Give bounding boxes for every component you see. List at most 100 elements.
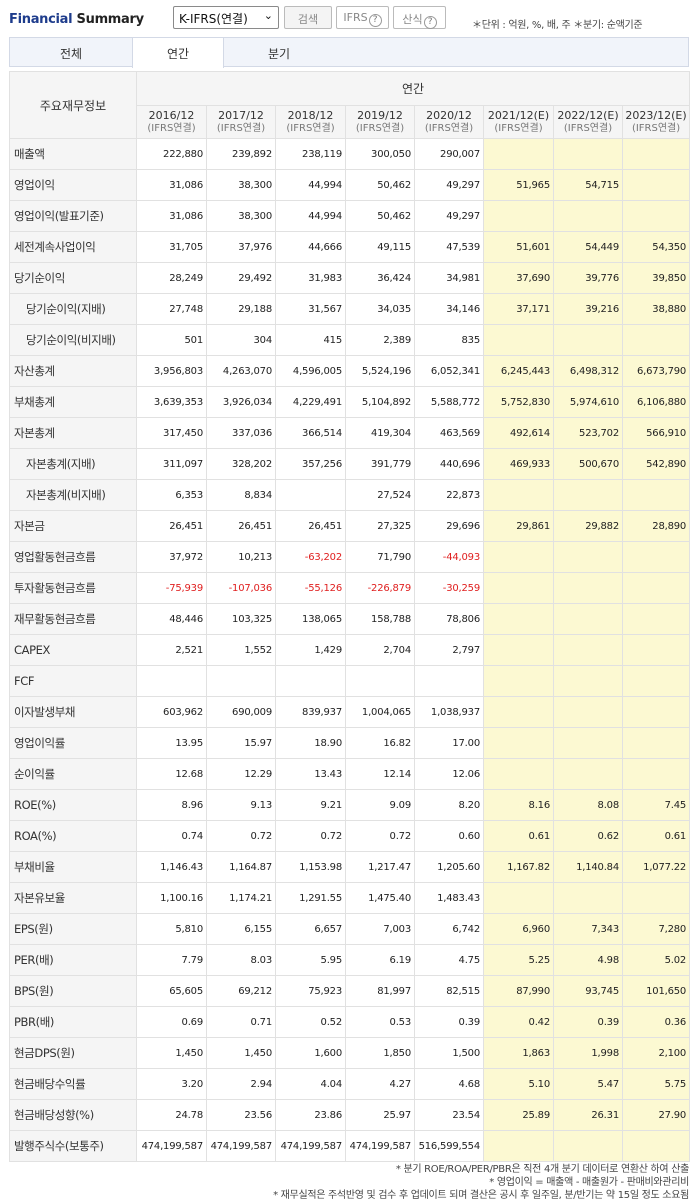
table-cell: 5.47 [553, 1068, 623, 1100]
table-cell: 25.97 [345, 1099, 415, 1131]
column-header-period: 2021/12(E) (IFRS연결) [483, 105, 554, 139]
table-row: 영업이익(발표기준) 31,086 38,300 44,994 50,462 49,297 [9, 200, 691, 232]
table-cell: 48,446 [136, 603, 207, 635]
table-cell: 27,325 [345, 510, 415, 542]
ifrs-help-button[interactable]: IFRS? [336, 6, 389, 29]
row-label: 매출액 [9, 138, 137, 170]
row-label: 자본총계 [9, 417, 137, 449]
table-cell: -226,879 [345, 572, 415, 604]
table-cell: 6,245,443 [483, 355, 554, 387]
table-cell: 5.75 [621, 1068, 691, 1100]
table-cell: 0.42 [483, 1006, 554, 1038]
table-cell: 304 [206, 324, 276, 356]
footnotes: * 분기 ROE/ROA/PER/PBR은 직전 4개 분기 데이터로 연환산 … [273, 1163, 689, 1202]
table-cell [553, 665, 623, 697]
table-cell: 1,450 [136, 1037, 207, 1069]
period-label: 2019/12 [357, 109, 403, 122]
table-cell: 2.94 [206, 1068, 276, 1100]
table-cell: 28,890 [621, 510, 691, 542]
table-cell [621, 541, 691, 573]
table-cell: 1,174.21 [206, 882, 276, 914]
table-cell: 23.56 [206, 1099, 276, 1131]
row-label: 부채비율 [9, 851, 137, 883]
table-cell [345, 665, 415, 697]
table-cell: 26,451 [206, 510, 276, 542]
table-cell: 2,521 [136, 634, 207, 666]
table-cell [553, 200, 623, 232]
table-cell: 1,850 [345, 1037, 415, 1069]
table-cell: 31,705 [136, 231, 207, 263]
table-cell: 6,657 [275, 913, 346, 945]
table-cell: 1,153.98 [275, 851, 346, 883]
table-cell: 523,702 [553, 417, 623, 449]
table-row: 자본총계(비지배) 6,353 8,834 27,524 22,873 [9, 479, 691, 511]
tab-annual[interactable]: 연간 [132, 38, 224, 68]
table-cell: 542,890 [621, 448, 691, 480]
table-cell: 31,983 [275, 262, 346, 294]
tab-quarterly[interactable]: 분기 [267, 47, 291, 61]
table-cell: 3,639,353 [136, 386, 207, 418]
table-cell: 1,217.47 [345, 851, 415, 883]
table-cell [275, 665, 346, 697]
table-row: 자본총계 317,450 337,036 366,514 419,304 463,569 4… [9, 417, 691, 449]
table-cell: 34,035 [345, 293, 415, 325]
table-row: 당기순이익 28,249 29,492 31,983 36,424 34,981 37,69… [9, 262, 691, 294]
table-cell: 54,715 [553, 169, 623, 201]
help-icon: ? [423, 16, 437, 29]
title-light: Summary [76, 12, 145, 27]
table-cell: 6.19 [345, 944, 415, 976]
table-cell: 1,475.40 [345, 882, 415, 914]
table-cell [483, 572, 554, 604]
period-label: 2022/12(E) [557, 109, 619, 122]
table-cell: 1,146.43 [136, 851, 207, 883]
formula-help-button[interactable]: 산식? [393, 6, 446, 29]
financial-summary-table: 주요재무정보 연간 2016/12 (IFRS연결) 2017/12 (IFRS연결)… [9, 71, 691, 1162]
table-cell: 37,690 [483, 262, 554, 294]
table-row: BPS(원) 65,605 69,212 75,923 81,997 82,515 87,9… [9, 975, 691, 1007]
row-label: 자본총계(비지배) [9, 479, 137, 511]
accounting-standard-select[interactable]: K-IFRS(연결) ⌄ [173, 6, 279, 29]
table-cell: 0.61 [483, 820, 554, 852]
table-cell: 10,213 [206, 541, 276, 573]
search-button[interactable]: 검색 [284, 6, 332, 29]
table-cell [553, 324, 623, 356]
table-cell: 38,300 [206, 169, 276, 201]
table-cell: 7,343 [553, 913, 623, 945]
table-cell [621, 758, 691, 790]
table-cell: -75,939 [136, 572, 207, 604]
table-cell: 0.72 [206, 820, 276, 852]
table-cell: 4.04 [275, 1068, 346, 1100]
row-label: 당기순이익(비지배) [9, 324, 137, 356]
row-label: PER(배) [9, 944, 137, 976]
row-label: 영업활동현금흐름 [9, 541, 137, 573]
table-cell: 29,861 [483, 510, 554, 542]
table-row: 매출액 222,880 239,892 238,119 300,050 290,007 [9, 138, 691, 170]
period-basis: (IFRS연결) [563, 123, 613, 134]
table-cell: 1,164.87 [206, 851, 276, 883]
table-cell [553, 541, 623, 573]
row-label: FCF [9, 665, 137, 697]
column-header-item: 주요재무정보 [9, 71, 137, 139]
table-cell [621, 634, 691, 666]
table-cell: 0.72 [345, 820, 415, 852]
table-cell: 37,972 [136, 541, 207, 573]
table-cell: 16.82 [345, 727, 415, 759]
period-basis: (IFRS연결) [631, 123, 681, 134]
table-cell [621, 1130, 691, 1162]
table-cell: 93,745 [553, 975, 623, 1007]
row-label: BPS(원) [9, 975, 137, 1007]
table-cell [553, 1130, 623, 1162]
row-label: 현금배당성향(%) [9, 1099, 137, 1131]
table-cell: 1,998 [553, 1037, 623, 1069]
table-cell [483, 1130, 554, 1162]
table-cell: 5,104,892 [345, 386, 415, 418]
row-label: ROA(%) [9, 820, 137, 852]
table-cell: 8.96 [136, 789, 207, 821]
table-cell: 7.79 [136, 944, 207, 976]
table-cell: 47,539 [414, 231, 484, 263]
table-cell: 29,882 [553, 510, 623, 542]
tab-all[interactable]: 전체 [59, 47, 83, 61]
table-row: 부채비율 1,146.43 1,164.87 1,153.98 1,217.47 1,20… [9, 851, 691, 883]
table-cell [553, 479, 623, 511]
table-cell: 12.29 [206, 758, 276, 790]
